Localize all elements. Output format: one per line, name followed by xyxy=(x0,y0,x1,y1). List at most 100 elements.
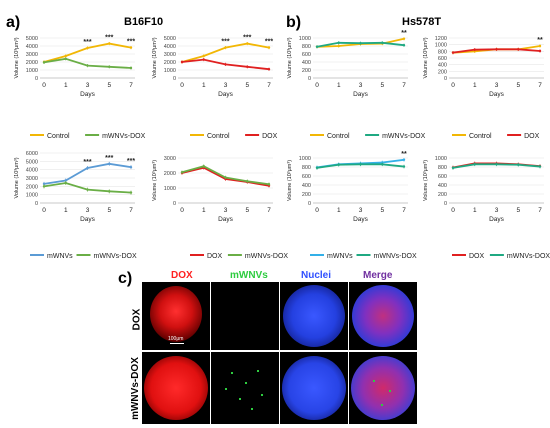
y-tick-label: 1000 xyxy=(435,43,447,49)
data-point xyxy=(337,41,340,44)
legend-label: DOX xyxy=(469,253,485,260)
y-tick-label: 1000 xyxy=(26,193,38,199)
data-point xyxy=(315,45,319,48)
data-point xyxy=(129,46,133,49)
y-tick-label: 0 xyxy=(308,76,311,82)
image-dox-nuclei xyxy=(280,282,348,350)
y-tick-label: 400 xyxy=(302,183,311,189)
data-point xyxy=(202,165,205,168)
col-label-nuclei: Nuclei xyxy=(301,270,332,281)
chart-b4: 0 200 400 600 800 1000 0 1 3 5 7 Days Volume (10³μm³… xyxy=(423,156,550,260)
x-tick-label: 7 xyxy=(129,82,133,89)
x-tick-label: 0 xyxy=(451,82,455,89)
data-point xyxy=(517,48,520,51)
y-tick-label: 3000 xyxy=(164,156,176,162)
legend-label: mWNVs-DOX xyxy=(245,253,288,260)
y-tick-label: 200 xyxy=(302,68,311,74)
x-tick-label: 3 xyxy=(224,207,228,214)
y-axis-label: Volume (10³μm³) xyxy=(152,160,158,201)
y-tick-label: 4000 xyxy=(164,44,176,50)
significance-marker: *** xyxy=(265,39,273,46)
significance-marker: ** xyxy=(401,30,407,37)
significance-marker: *** xyxy=(83,159,91,166)
legend-label: mWNVs xyxy=(327,253,353,260)
data-point xyxy=(402,44,406,47)
data-point xyxy=(267,183,271,186)
y-tick-label: 1000 xyxy=(164,68,176,74)
data-point xyxy=(64,181,67,185)
y-axis-label: Volume (10³μm³) xyxy=(152,37,158,78)
data-point xyxy=(315,166,319,170)
significance-marker: ** xyxy=(537,37,543,44)
significance-marker: *** xyxy=(221,39,229,46)
data-point xyxy=(108,190,111,193)
panel-c-letter: c) xyxy=(118,270,133,287)
x-tick-label: 3 xyxy=(495,207,499,214)
col-label-mwnvs: mWNVs xyxy=(230,270,268,281)
scale-bar-line xyxy=(170,343,184,344)
y-tick-label: 0 xyxy=(308,201,311,207)
significance-marker: *** xyxy=(105,155,113,162)
data-point xyxy=(267,46,271,49)
data-point xyxy=(129,191,133,194)
data-point xyxy=(337,44,340,48)
x-tick-label: 0 xyxy=(315,82,319,89)
chart-a3: 0 1000 2000 3000 4000 5000 6000 0 1 3 5 7 Days Volume… xyxy=(14,151,137,260)
y-tick-label: 400 xyxy=(438,63,447,69)
x-tick-label: 1 xyxy=(473,82,477,89)
y-tick-label: 3000 xyxy=(26,52,38,58)
data-point xyxy=(224,63,227,66)
image-dox-mwnvs xyxy=(211,282,279,350)
significance-marker: *** xyxy=(83,39,91,46)
x-tick-label: 3 xyxy=(86,207,90,214)
x-tick-label: 3 xyxy=(359,207,363,214)
x-tick-label: 0 xyxy=(315,207,319,214)
data-point xyxy=(538,49,542,53)
chart-a1: 0 1000 2000 3000 4000 5000 0 1 3 5 7 Days Volume (10… xyxy=(14,35,146,140)
x-tick-label: 3 xyxy=(224,82,228,89)
y-tick-label: 2000 xyxy=(164,60,176,66)
panel-b-letter: b) xyxy=(286,14,302,31)
image-dox-dox: 100μm xyxy=(142,282,210,350)
x-tick-label: 0 xyxy=(180,82,184,89)
data-point xyxy=(108,42,111,45)
x-tick-label: 7 xyxy=(402,207,406,214)
legend-label: mWNVs-DOX xyxy=(94,253,137,260)
data-point xyxy=(42,61,46,64)
x-axis-label: Days xyxy=(80,216,96,223)
y-tick-label: 800 xyxy=(438,165,447,171)
y-tick-label: 600 xyxy=(438,174,447,180)
x-tick-label: 0 xyxy=(42,207,46,214)
y-tick-label: 3000 xyxy=(26,176,38,182)
data-point xyxy=(538,165,542,168)
data-point xyxy=(337,163,340,166)
panel-b-title: Hs578T xyxy=(402,16,442,28)
image-mwnvs-dox-nuclei xyxy=(280,352,348,424)
y-tick-label: 0 xyxy=(35,201,38,207)
x-tick-label: 7 xyxy=(267,82,271,89)
data-point xyxy=(359,163,362,166)
legend-label: mWNVs-DOX xyxy=(102,133,145,140)
x-tick-label: 1 xyxy=(337,82,341,89)
chart-a2: 0 1000 2000 3000 4000 5000 0 1 3 5 7 Days Volume (10… xyxy=(152,35,278,140)
x-tick-label: 1 xyxy=(64,207,68,214)
y-tick-label: 4000 xyxy=(26,168,38,174)
y-tick-label: 5000 xyxy=(26,36,38,42)
significance-marker: *** xyxy=(105,35,113,42)
image-mwnvs-dox-merge xyxy=(349,352,417,424)
row-label-dox: DOX xyxy=(131,308,143,331)
x-tick-label: 7 xyxy=(129,207,133,214)
panel-a-letter: a) xyxy=(6,14,21,31)
y-tick-label: 400 xyxy=(302,60,311,66)
y-tick-label: 200 xyxy=(302,192,311,198)
data-point xyxy=(42,182,46,186)
data-point xyxy=(108,162,111,166)
chart-b1: 0 200 400 600 800 1000 0 1 3 5 7 Days Volume (10³μm³… xyxy=(287,30,426,140)
significance-marker: *** xyxy=(243,35,251,42)
data-point xyxy=(381,163,384,166)
y-tick-label: 1000 xyxy=(299,156,311,162)
y-axis-label: Volume (10³μm³) xyxy=(14,157,20,198)
x-tick-label: 7 xyxy=(402,82,406,89)
legend-label: Control xyxy=(207,133,230,140)
